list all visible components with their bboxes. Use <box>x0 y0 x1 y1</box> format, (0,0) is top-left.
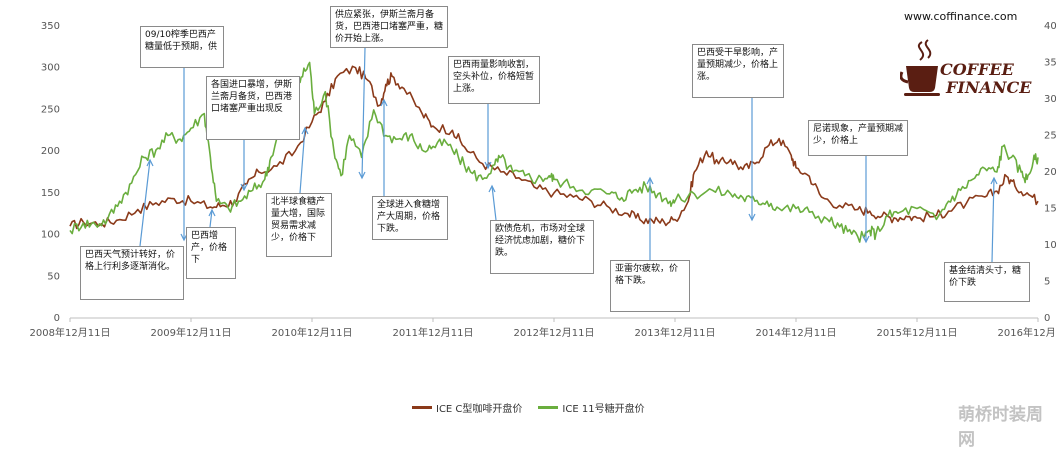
chart-axes: 0 50 100 150 200 250 300 350 0 5 10 15 20 25 30 35 40 200… <box>30 21 1056 339</box>
callout-arrowhead <box>484 161 492 170</box>
callout-line <box>361 47 366 179</box>
callout-line <box>209 209 213 228</box>
y-right-tick-label: 35 <box>1044 58 1056 69</box>
y-right-tick-label: 25 <box>1044 131 1056 142</box>
callout-arrowhead <box>208 208 216 217</box>
annotation-box: 巴西增产，价格下 <box>186 227 236 279</box>
callout-line <box>139 159 151 247</box>
callout-arrowhead <box>748 213 756 222</box>
chart-series <box>69 61 1039 243</box>
x-tick-label: 2008年12月11日 <box>30 326 111 339</box>
callout-arrowhead <box>240 183 248 192</box>
logo-text-coffee: COFFEE <box>940 60 1014 79</box>
y-left-tick-label: 150 <box>41 188 60 199</box>
callout-arrowhead <box>358 171 366 180</box>
logo-text-finance: FINANCE <box>946 78 1032 97</box>
watermark: 萌桥时装周网 <box>958 405 1043 450</box>
annotation-box: 全球进入食糖增产大周期，价格下跌。 <box>372 196 448 240</box>
y-left-tick-label: 350 <box>41 21 60 32</box>
callout-line <box>991 177 995 263</box>
price-chart: 0 50 100 150 200 250 300 350 0 5 10 15 20 25 30 35 40 200… <box>30 21 1056 339</box>
annotation-box: 供应紧张，伊斯兰斋月备货，巴西港口堵塞严重，糖价开始上涨。 <box>330 6 448 48</box>
callout-line <box>299 127 306 194</box>
y-right-tick-label: 0 <box>1044 313 1050 324</box>
legend-swatch-sugar <box>538 406 559 409</box>
callout-arrowhead <box>146 158 154 167</box>
annotation-box: 巴西天气预计转好，价格上行利多逐渐消化。 <box>80 246 184 300</box>
website-url: www.coffinance.com <box>904 10 1018 23</box>
x-tick-label: 2014年12月11日 <box>756 326 837 339</box>
callout-arrowhead <box>380 98 388 107</box>
y-left-tick-label: 50 <box>47 271 60 282</box>
callout-arrowhead <box>488 184 496 193</box>
x-tick-label: 2015年12月11日 <box>877 326 958 339</box>
annotation-box: 亚雷尔疲软，价格下跌。 <box>610 260 690 312</box>
y-left-tick-label: 0 <box>54 313 60 324</box>
x-tick-label: 2012年12月11日 <box>514 326 595 339</box>
x-tick-label: 2009年12月11日 <box>151 326 232 339</box>
x-tick-label: 2016年12月11日 <box>998 326 1056 339</box>
coffee-cup-icon <box>900 39 940 96</box>
callout-line <box>491 185 497 221</box>
callout-arrowhead <box>990 176 998 185</box>
x-tick-label: 2011年12月11日 <box>393 326 474 339</box>
y-left-tick-label: 200 <box>41 146 60 157</box>
y-right-tick-label: 20 <box>1044 167 1056 178</box>
annotation-box: 北半球食糖产量大增，国际贸易需求减少，价格下 <box>266 193 332 257</box>
callout-arrowhead <box>862 235 870 244</box>
annotation-box: 巴西受干旱影响，产量预期减少，价格上涨。 <box>692 44 784 98</box>
annotation-box: 基金结清头寸，糖价下跌 <box>944 262 1030 302</box>
legend-label-sugar: ICE 11号糖开盘价 <box>562 404 645 415</box>
annotation-box: 各国进口暴增，伊斯兰斋月备货，巴西港口堵塞严重出现反 <box>206 76 300 140</box>
sugar-price-line <box>69 61 1039 243</box>
legend-item-sugar: ICE 11号糖开盘价 <box>538 400 645 415</box>
legend-item-coffee: ICE C型咖啡开盘价 <box>412 400 522 415</box>
annotation-box: 欧债危机，市场对全球经济忧虑加剧，糖价下跌。 <box>490 220 594 274</box>
y-right-tick-label: 30 <box>1044 94 1056 105</box>
y-right-tick-label: 40 <box>1044 21 1056 32</box>
y-left-tick-label: 300 <box>41 63 60 74</box>
y-left-tick-label: 250 <box>41 104 60 115</box>
callout-lines <box>139 47 998 263</box>
chart-legend: ICE C型咖啡开盘价 ICE 11号糖开盘价 <box>412 400 645 415</box>
legend-swatch-coffee <box>412 406 432 409</box>
annotation-box: 巴西雨量影响收割，空头补位，价格短暂上涨。 <box>448 56 540 104</box>
y-right-tick-label: 5 <box>1044 277 1050 288</box>
coffee-finance-logo: COFFEE FINANCE <box>900 36 1032 100</box>
callout-arrowhead <box>301 126 309 135</box>
callout-arrowhead <box>646 176 654 185</box>
y-right-tick-label: 10 <box>1044 240 1056 251</box>
legend-label-coffee: ICE C型咖啡开盘价 <box>436 404 523 415</box>
annotation-box: 09/10榨季巴西产糖量低于预期，供 <box>140 26 224 68</box>
x-tick-label: 2013年12月11日 <box>635 326 716 339</box>
x-tick-label: 2010年12月11日 <box>272 326 353 339</box>
y-left-tick-label: 100 <box>41 230 60 241</box>
y-right-tick-label: 15 <box>1044 204 1056 215</box>
annotation-box: 尼诺现象，产量预期减少，价格上 <box>808 120 908 156</box>
